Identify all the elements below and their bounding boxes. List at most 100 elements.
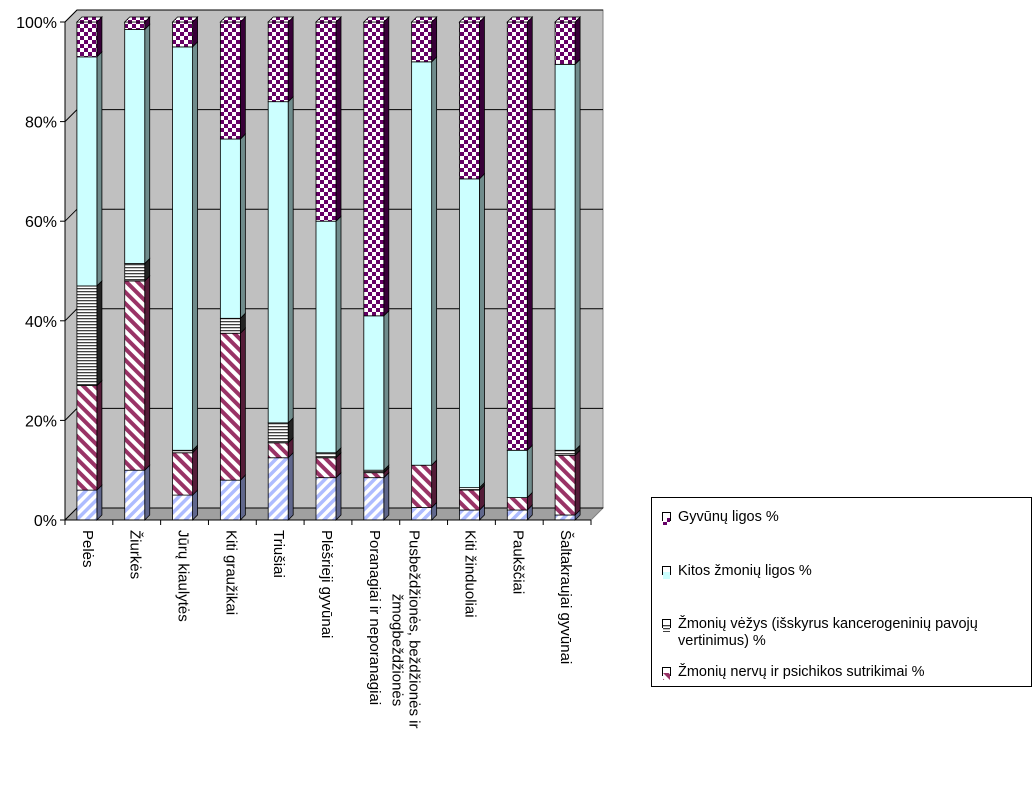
bar-segment — [267, 457, 289, 521]
bar-segment-side — [239, 16, 246, 140]
bar-segment — [554, 514, 576, 521]
bar-segment — [76, 489, 98, 521]
bar-segment-top — [315, 16, 342, 23]
bar-segment-side — [526, 444, 533, 499]
bar-segment-top — [506, 16, 534, 23]
bar-segment — [459, 509, 480, 521]
bar-segment-side — [335, 215, 342, 454]
y-tick-label: 100% — [16, 15, 57, 32]
bar-segment-side — [287, 451, 294, 521]
bar-segment — [411, 61, 433, 466]
bar-segment — [267, 422, 289, 444]
bar-segment — [411, 507, 433, 521]
category-label: Triušiai — [270, 530, 287, 578]
bar-segment — [124, 263, 146, 282]
bar-segment — [76, 21, 98, 58]
y-tick-label: 60% — [25, 214, 57, 231]
y-tick-label: 0% — [34, 513, 57, 530]
bar-segment-side — [239, 327, 246, 482]
bar-segment-side — [383, 309, 390, 472]
bar-segment-side — [526, 16, 533, 452]
bar-segment-side — [96, 50, 103, 287]
bar-segment — [219, 21, 241, 140]
bar-segment — [219, 138, 241, 319]
bar-segment — [459, 178, 480, 489]
bar-segment — [172, 46, 193, 451]
bar-segment — [124, 280, 146, 471]
bar-segment — [267, 442, 289, 459]
bar-segment — [124, 21, 146, 30]
bar-segment-side — [96, 16, 103, 58]
legend-swatch — [662, 619, 671, 632]
bar-segment — [411, 464, 433, 508]
bar-segment-side — [287, 16, 294, 103]
bar-segment-side — [335, 16, 342, 223]
bar-segment-side — [574, 58, 581, 452]
bar-segment — [506, 497, 528, 511]
y-tick-label: 40% — [25, 314, 57, 331]
bar-segment-top — [75, 16, 103, 23]
bar-segment-side — [574, 449, 581, 516]
bar-segment-side — [192, 446, 198, 497]
bar-segment-side — [239, 133, 246, 320]
bar-segment-top — [362, 16, 390, 23]
bar-segment-side — [431, 55, 438, 467]
bar-segment — [315, 477, 337, 521]
bar-segment-top — [458, 16, 486, 23]
legend-label: Kitos žmonių ligos % — [678, 563, 812, 579]
bar-segment-side — [383, 471, 390, 521]
bar-segment-side — [144, 274, 151, 472]
bar-segment-side — [144, 464, 151, 521]
bar-segment — [172, 494, 193, 521]
legend-label: Žmonių nervų ir psichikos sutrikimai % — [678, 664, 925, 680]
bar-segment-side — [192, 40, 198, 452]
bar-segment — [506, 449, 528, 498]
bar-segment — [219, 479, 241, 521]
bar-segment-side — [383, 16, 390, 317]
y-tick-label: 20% — [25, 413, 57, 430]
bar-segment-top — [171, 16, 199, 23]
bar-segment — [363, 477, 385, 521]
bar-segment — [172, 452, 193, 496]
bar-segment — [554, 454, 576, 516]
bar-segment — [459, 489, 480, 511]
bar-segment-side — [144, 23, 151, 265]
bar-segment — [554, 449, 576, 456]
gridline — [64, 9, 603, 23]
bar-segment-side — [335, 471, 342, 521]
bar-segment — [124, 29, 146, 264]
bar-segment-top — [410, 16, 438, 23]
bar-segment — [459, 21, 480, 180]
bar-segment-side — [239, 474, 246, 521]
bar-segment — [267, 101, 289, 424]
bar-segment — [363, 315, 385, 471]
bar-segment-top — [267, 16, 295, 23]
legend-label: Žmonių vėžys (išskyrus kancerogeninių pa… — [678, 616, 978, 649]
category-label: Plėšrieji gyvūnai — [318, 530, 335, 638]
category-label: Kiti žinduoliai — [461, 530, 478, 618]
bar-segment — [363, 472, 385, 479]
y-tick-label: 80% — [25, 115, 57, 132]
bar-segment-side — [431, 16, 438, 63]
bar-segment — [76, 385, 98, 491]
bar-segment-side — [96, 279, 103, 387]
bar-segment — [554, 21, 576, 65]
bar-segment — [219, 317, 241, 334]
bar-segment — [506, 509, 528, 521]
bar-segment-side — [431, 459, 438, 509]
category-label: Pusbeždžionės, beždžionės iržmogbeždžion… — [389, 530, 423, 728]
legend-label: Gyvūnų ligos % — [678, 509, 779, 525]
bar-segment — [315, 220, 337, 454]
bar-segment-side — [479, 172, 485, 489]
bar-segment-top — [123, 16, 151, 23]
category-label: Žiurkės — [127, 530, 144, 579]
bar-segment-side — [574, 16, 581, 66]
bar-segment — [172, 21, 193, 48]
bar-segment — [411, 21, 433, 63]
legend-swatch — [662, 512, 671, 525]
chart-legend: Gyvūnų ligos % Kitos žmonių ligos % Žmonių… — [651, 497, 1032, 687]
category-label: Šaltakraujai gyvūnai — [557, 530, 574, 664]
bar-segment-side — [96, 484, 103, 521]
bar-segment — [76, 56, 98, 287]
